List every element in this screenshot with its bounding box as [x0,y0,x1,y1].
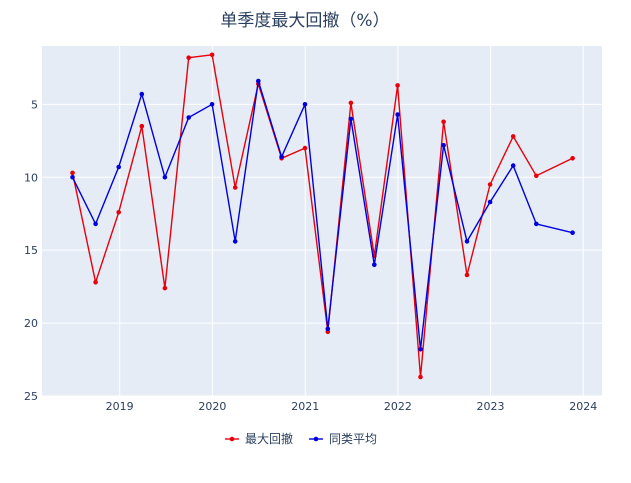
data-point[interactable] [255,78,261,84]
data-point[interactable] [162,175,168,180]
data-point[interactable] [232,185,238,190]
grid-lines [42,46,602,397]
data-point[interactable] [510,163,516,168]
data-point[interactable] [116,210,121,215]
legend-swatch-marker [229,436,235,442]
data-point[interactable] [70,170,75,176]
data-point[interactable] [302,102,308,107]
data-point[interactable] [441,142,446,148]
data-point[interactable] [464,272,470,278]
data-point[interactable] [325,326,331,332]
data-point[interactable] [570,230,575,235]
data-point[interactable] [93,221,98,227]
data-point[interactable] [510,134,516,139]
data-point[interactable] [209,102,215,107]
x-tick-label: 2024 [569,400,597,413]
data-point[interactable] [534,173,539,179]
plot-background [42,46,602,396]
data-point[interactable] [348,100,354,106]
data-point[interactable] [279,154,284,160]
data-point[interactable] [534,221,539,227]
data-point[interactable] [487,199,493,205]
chart-title: 单季度最大回撤（%） [220,11,389,31]
data-point[interactable] [372,262,377,268]
legend-item-1[interactable]: 最大回撤 [225,431,293,446]
data-point[interactable] [348,116,354,122]
data-point[interactable] [418,347,423,352]
legend-item-2[interactable]: 同类平均 [309,432,377,446]
data-point[interactable] [162,285,168,291]
series-2 [70,78,575,352]
data-point[interactable] [186,55,191,60]
data-point[interactable] [209,52,215,58]
data-point[interactable] [116,164,121,170]
data-point[interactable] [232,239,238,244]
data-point[interactable] [418,374,423,380]
data-point[interactable] [139,123,145,129]
data-point[interactable] [441,119,446,125]
data-point[interactable] [139,91,145,97]
y-tick-label: 5 [31,98,38,111]
x-tick-label: 2021 [291,400,319,413]
series-line [71,54,573,378]
legend-label: 同类平均 [329,432,377,446]
series-layer [70,52,575,380]
data-point[interactable] [487,182,493,187]
data-point[interactable] [395,83,400,88]
y-axis-ticks: 5 10 15 20 25 [24,98,38,403]
x-tick-label: 2023 [477,400,505,413]
data-point[interactable] [93,280,98,285]
y-tick-label: 10 [24,171,38,184]
data-point[interactable] [70,175,75,180]
series-line [71,80,573,350]
data-point[interactable] [186,115,191,120]
legend[interactable]: 最大回撤 同类平均 [225,431,377,446]
x-tick-label: 2022 [384,400,412,413]
y-tick-label: 20 [24,317,38,330]
x-tick-label: 2020 [198,400,226,413]
series-1 [70,52,575,380]
data-point[interactable] [464,239,470,244]
data-point[interactable] [302,145,308,151]
data-point[interactable] [570,156,575,161]
y-tick-label: 25 [24,390,38,403]
x-axis-ticks: 2019 2020 2021 2022 2023 2024 [106,400,598,413]
x-tick-label: 2019 [106,400,134,413]
legend-swatch-marker [313,436,319,442]
y-tick-label: 15 [24,244,38,257]
data-point[interactable] [395,112,400,117]
legend-label: 最大回撤 [245,431,293,446]
